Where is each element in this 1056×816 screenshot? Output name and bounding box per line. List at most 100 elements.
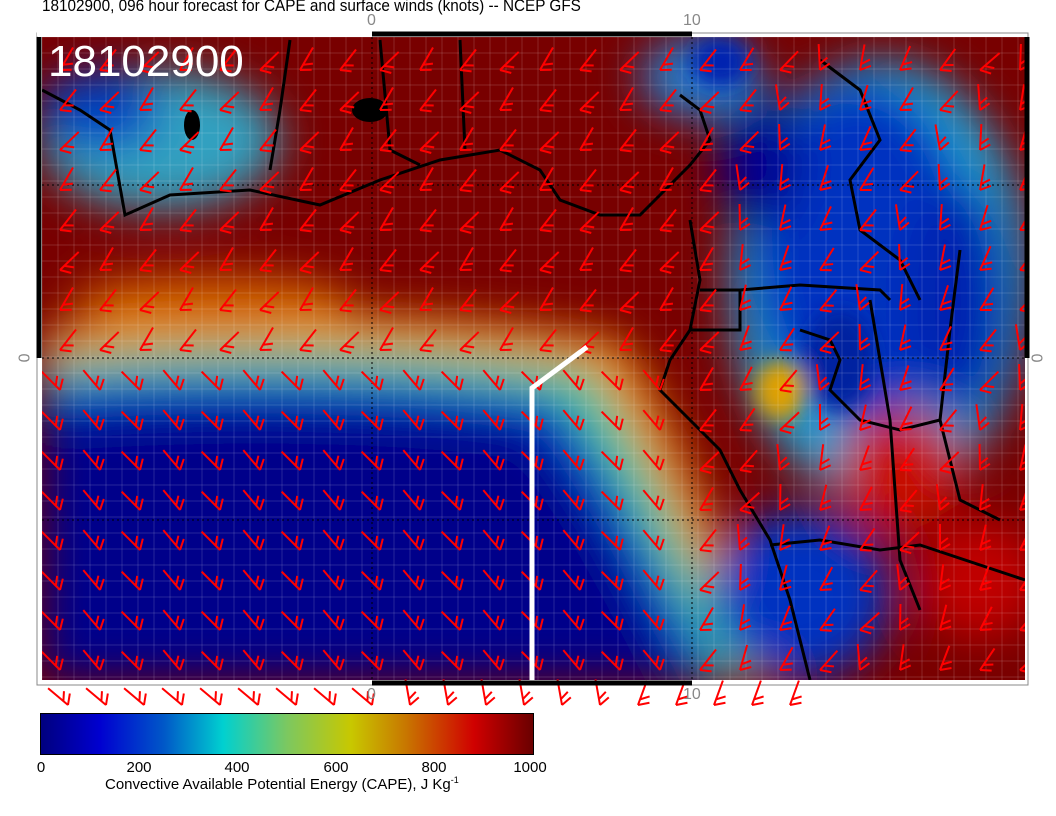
wind-barb xyxy=(739,407,756,432)
wind-barb xyxy=(379,86,394,111)
wind-barb xyxy=(779,245,792,271)
wind-barb xyxy=(499,291,520,314)
wind-barb xyxy=(59,46,74,71)
wind-barb xyxy=(939,367,955,392)
wind-barb xyxy=(939,409,958,433)
wind-barb xyxy=(979,647,996,672)
wind-barb xyxy=(1019,124,1025,151)
wind-barb xyxy=(619,206,634,231)
wind-barb xyxy=(139,326,154,351)
wind-barb xyxy=(219,288,237,313)
wind-barb xyxy=(562,649,585,671)
wind-barb xyxy=(659,251,680,274)
wind-barb xyxy=(99,331,120,354)
wind-barb xyxy=(642,369,665,391)
wind-barb xyxy=(1019,609,1025,633)
top-tick-0: 0 xyxy=(367,12,376,29)
wind-barb xyxy=(339,126,354,151)
wind-barb xyxy=(360,610,384,631)
wind-barb xyxy=(162,369,185,391)
right-tick-0: 0 xyxy=(1029,353,1047,363)
wind-barb xyxy=(42,570,64,591)
wind-barb xyxy=(978,443,991,471)
wind-barb xyxy=(482,529,505,551)
wind-barb xyxy=(859,208,877,233)
wind-barb xyxy=(402,649,425,671)
wind-barb xyxy=(859,250,880,274)
wind-barb xyxy=(1019,43,1025,71)
wind-barb xyxy=(899,284,911,311)
wind-barb xyxy=(85,687,109,706)
wind-barb xyxy=(819,484,832,511)
wind-barb xyxy=(339,168,357,193)
wind-barb xyxy=(899,365,912,391)
wind-barb xyxy=(82,489,105,511)
wind-barb xyxy=(459,48,477,73)
wind-barb xyxy=(739,47,755,72)
wind-barb xyxy=(1019,485,1025,511)
colorbar-tick: 200 xyxy=(126,759,152,776)
wind-barb xyxy=(259,248,277,273)
wind-barb xyxy=(459,288,477,313)
wind-barb xyxy=(123,687,147,706)
wind-barb xyxy=(819,289,838,313)
wind-barb xyxy=(139,291,160,314)
wind-barb xyxy=(99,91,120,114)
wind-barb xyxy=(482,569,505,591)
wind-barb xyxy=(199,687,223,706)
wind-barb xyxy=(219,211,240,234)
wind-barb xyxy=(735,164,750,191)
wind-barb xyxy=(642,489,665,511)
wind-barb xyxy=(751,680,764,706)
wind-barb xyxy=(379,128,397,153)
wind-barb xyxy=(600,410,624,431)
wind-barb xyxy=(739,644,752,671)
wind-barb xyxy=(259,291,280,314)
wind-barb xyxy=(459,331,480,354)
wind-barb xyxy=(440,450,464,471)
wind-barb xyxy=(739,325,752,351)
wind-barb xyxy=(242,449,265,471)
wind-barb xyxy=(339,288,357,313)
wind-barb xyxy=(280,610,304,631)
bottom-tick-10: 10 xyxy=(683,686,701,703)
wind-barb xyxy=(402,489,425,511)
wind-barb xyxy=(562,529,585,551)
wind-barb xyxy=(402,369,425,391)
wind-barb xyxy=(482,369,505,391)
wind-barb xyxy=(779,483,791,511)
wind-barb xyxy=(259,171,280,194)
wind-barb xyxy=(642,569,665,591)
wind-barb xyxy=(360,410,384,431)
wind-barb xyxy=(1019,526,1025,551)
wind-barb xyxy=(562,409,585,431)
wind-barb xyxy=(539,166,554,191)
wind-barb xyxy=(819,164,832,191)
wind-barb xyxy=(313,687,337,706)
colorbar-tick: 0 xyxy=(36,759,46,776)
wind-barb xyxy=(896,564,910,591)
wind-barb xyxy=(499,206,514,231)
wind-barb xyxy=(819,444,832,471)
wind-barb xyxy=(779,605,793,631)
wind-barb xyxy=(259,51,280,74)
wind-barb xyxy=(242,529,265,551)
wind-barb xyxy=(699,366,714,391)
wind-barb xyxy=(579,246,594,271)
wind-barb xyxy=(779,327,795,352)
wind-barb xyxy=(82,449,105,471)
colorbar xyxy=(40,713,534,755)
colorbar-label-text: Convective Available Potential Energy (C… xyxy=(105,776,451,793)
wind-barb xyxy=(200,610,224,631)
wind-barb xyxy=(499,128,517,153)
wind-barb xyxy=(817,43,831,71)
wind-barb xyxy=(379,291,400,314)
wind-barb xyxy=(499,51,520,74)
wind-barb xyxy=(280,490,304,511)
wind-barb xyxy=(819,124,832,151)
wind-barb xyxy=(819,650,839,674)
wind-barb xyxy=(539,328,557,353)
wind-barb xyxy=(659,328,677,353)
wind-barb xyxy=(579,48,597,73)
wind-barb xyxy=(419,251,440,274)
